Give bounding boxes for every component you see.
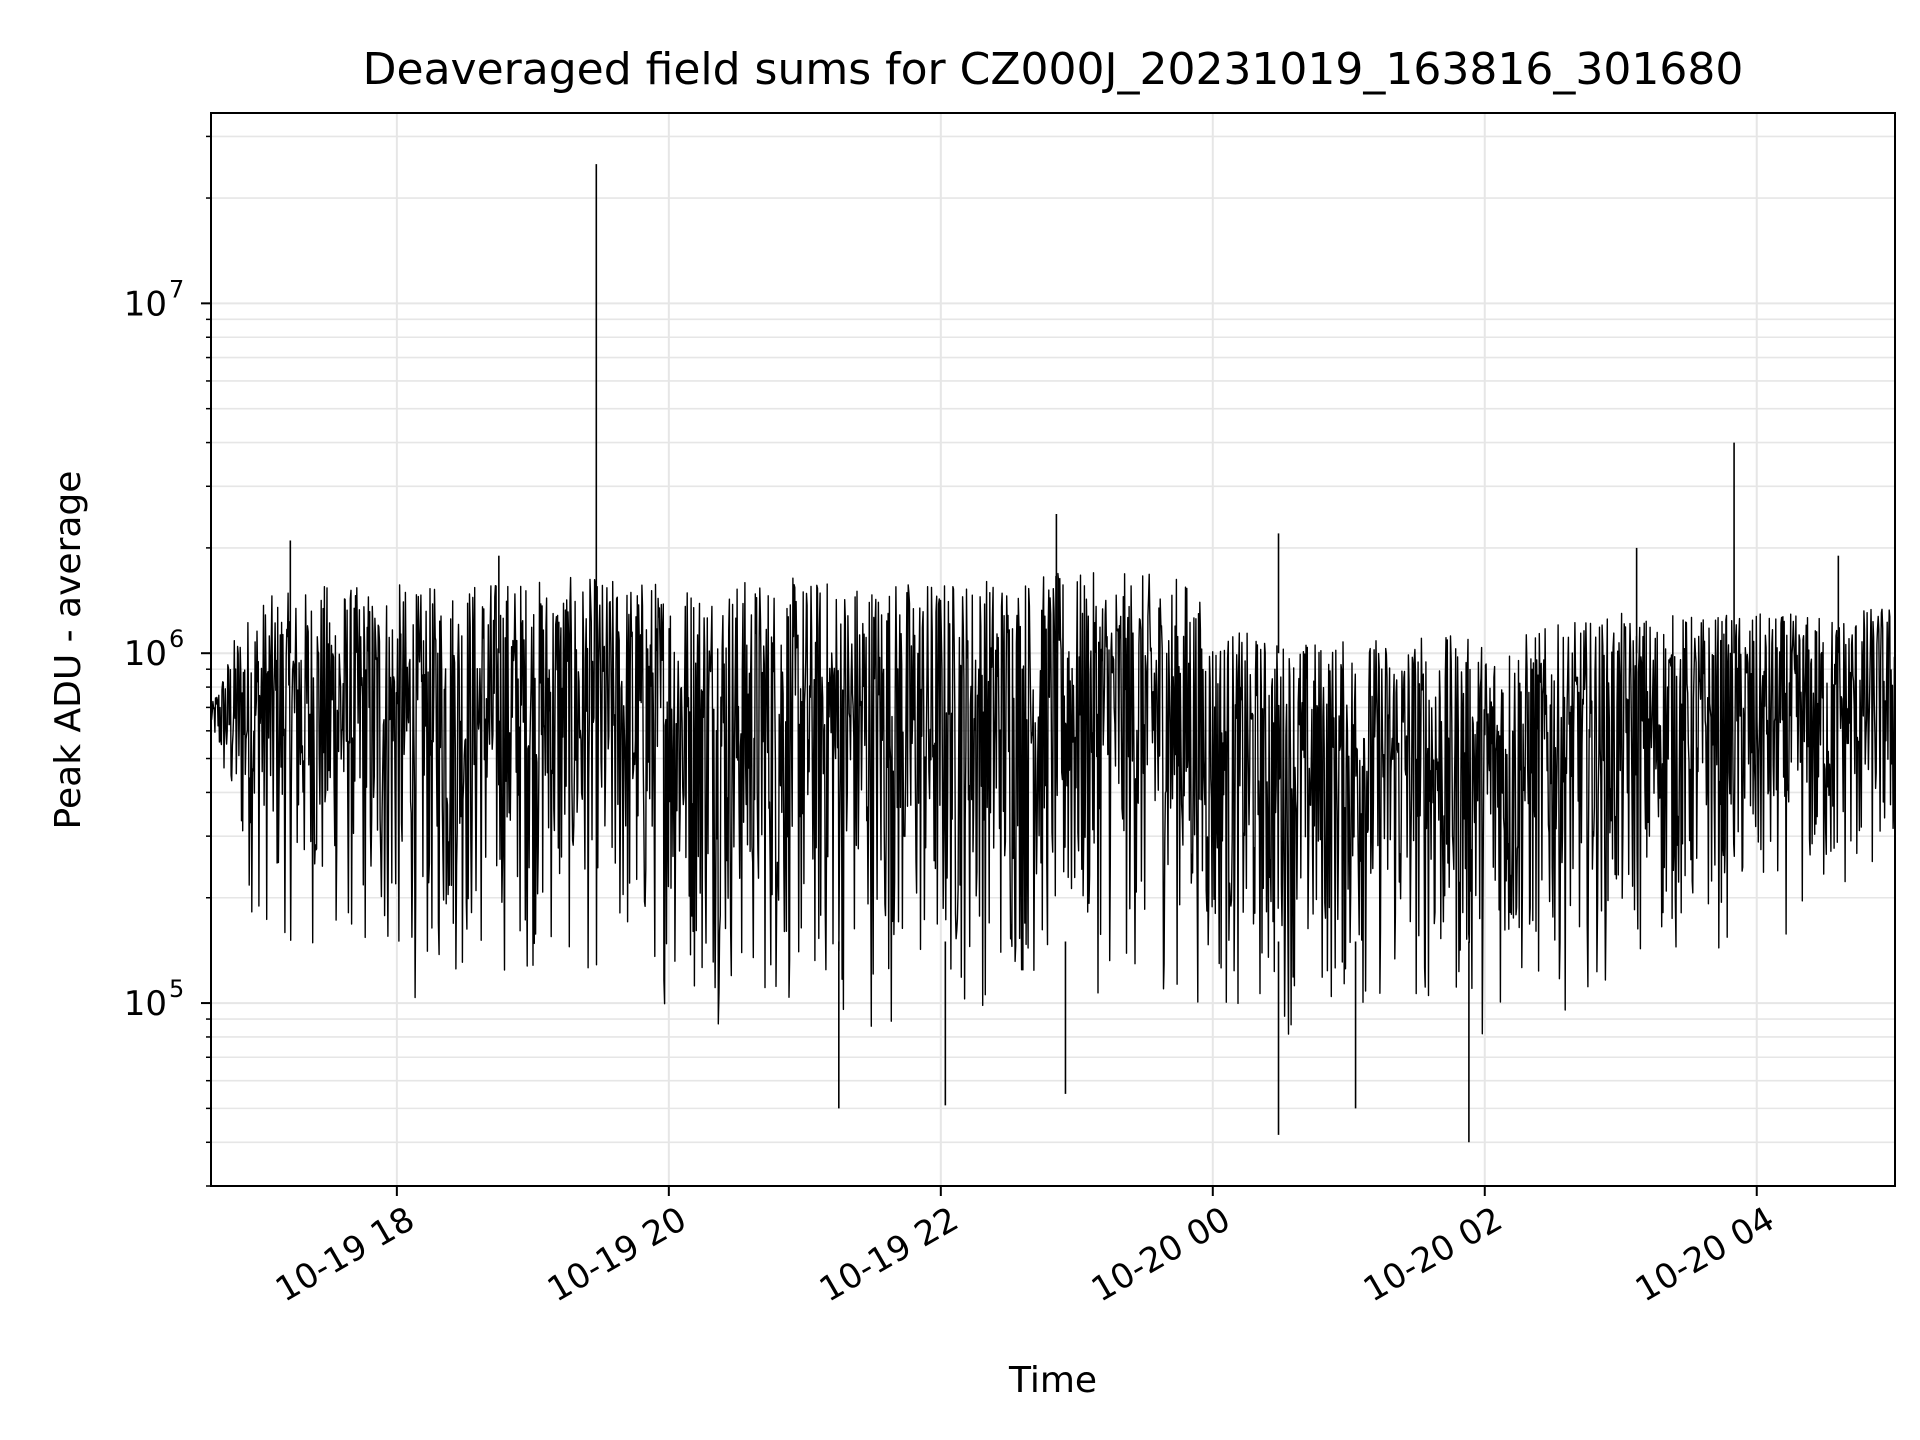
x-tick-label: 10-20 00 xyxy=(1085,1199,1237,1310)
data-series xyxy=(211,164,1895,1143)
plot-area xyxy=(211,164,1895,1143)
axes-frame xyxy=(210,112,1896,1187)
x-axis-ticks: 10-19 18 10-19 20 10-19 22 10-20 00 10-20 02… xyxy=(269,1186,1781,1310)
series-line xyxy=(211,572,1895,1035)
x-tick-label: 10-19 22 xyxy=(813,1199,965,1310)
y-tick-label: 10 xyxy=(124,984,167,1024)
y-tick-exponent: 5 xyxy=(169,975,184,1003)
x-tick-label: 10-19 20 xyxy=(541,1199,693,1310)
y-tick-exponent: 7 xyxy=(169,275,184,303)
y-tick-exponent: 6 xyxy=(169,625,184,653)
x-tick-label: 10-19 18 xyxy=(269,1199,421,1310)
y-tick-label: 10 xyxy=(124,284,167,324)
y-axis-label: Peak ADU - average xyxy=(48,471,89,830)
y-tick-label: 10 xyxy=(124,634,167,674)
x-tick-label: 10-20 04 xyxy=(1629,1199,1781,1310)
x-axis-label: Time xyxy=(1008,1360,1097,1401)
chart-title: Deaveraged field sums for CZ000J_2023101… xyxy=(363,44,1744,95)
x-tick-label: 10-20 02 xyxy=(1357,1199,1509,1310)
